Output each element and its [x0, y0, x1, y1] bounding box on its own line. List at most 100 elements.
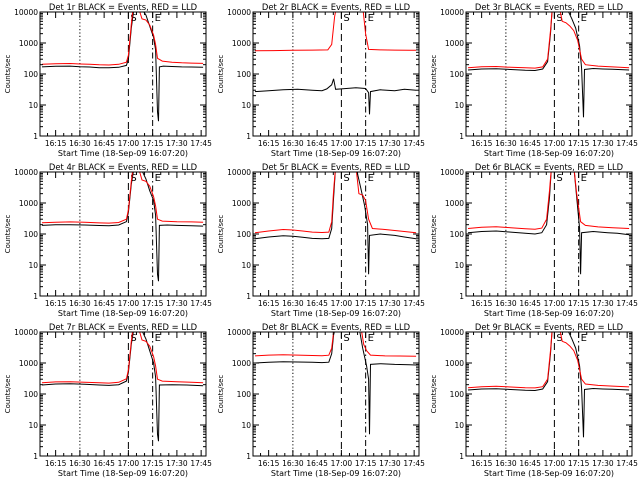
series-group	[254, 12, 417, 115]
x-axis-label: Start Time (18-Sep-09 16:07:20)	[271, 309, 401, 318]
x-tick-label: 17:30	[166, 459, 188, 468]
x-tick-label: 16:15	[471, 459, 493, 468]
x-axis-label: Start Time (18-Sep-09 16:07:20)	[271, 469, 401, 478]
series-line-events	[41, 12, 204, 122]
x-axis-label: Start Time (18-Sep-09 16:07:20)	[58, 469, 188, 478]
y-tick-label: 100	[450, 390, 465, 399]
plot-frame	[465, 171, 633, 297]
series-group	[41, 332, 204, 442]
series-group	[254, 332, 417, 435]
marker-label: S	[343, 173, 349, 184]
y-tick-label: 10000	[440, 328, 464, 337]
y-tick-label: 100	[24, 70, 39, 79]
x-tick-label: 17:30	[166, 299, 188, 308]
x-tick-label: 17:15	[355, 459, 377, 468]
marker-label: E	[368, 13, 374, 24]
x-tick-label: 17:00	[331, 459, 353, 468]
y-axis-label: Counts/sec	[430, 215, 438, 254]
y-tick-label: 10000	[14, 328, 38, 337]
x-tick-label: 17:30	[592, 299, 614, 308]
plot-frame	[39, 171, 207, 297]
x-tick-label: 17:15	[568, 299, 590, 308]
series-line-events	[467, 12, 630, 118]
y-tick-label: 10	[241, 101, 251, 110]
x-tick-label: 17:45	[616, 139, 638, 148]
x-axis-label: Start Time (18-Sep-09 16:07:20)	[484, 309, 614, 318]
y-tick-label: 100	[24, 390, 39, 399]
chart-title: Det 8r BLACK = Events, RED = LLD	[262, 322, 410, 332]
marker-label: E	[581, 333, 587, 344]
series-group	[41, 12, 204, 122]
y-axis-label: Counts/sec	[430, 55, 438, 94]
x-tick-label: 17:15	[142, 139, 164, 148]
marker-label: S	[130, 333, 136, 344]
y-tick-label: 10	[28, 101, 38, 110]
y-tick-label: 10	[28, 421, 38, 430]
series-line-lld	[467, 12, 630, 69]
series-line-events	[467, 172, 630, 275]
marker-label: S	[343, 13, 349, 24]
x-tick-label: 17:45	[190, 299, 212, 308]
y-axis-label: Counts/sec	[217, 375, 225, 414]
y-tick-label: 1	[246, 452, 251, 461]
marker-label: S	[130, 173, 136, 184]
marker-label: S	[130, 13, 136, 24]
x-tick-label: 17:15	[142, 299, 164, 308]
x-tick-label: 16:30	[69, 459, 91, 468]
marker-label: E	[368, 173, 374, 184]
marker-label: S	[556, 333, 562, 344]
marker-label: E	[368, 333, 374, 344]
series-line-lld	[41, 172, 204, 224]
plot-frame	[39, 11, 207, 137]
x-tick-label: 17:30	[166, 139, 188, 148]
x-tick-label: 17:15	[142, 459, 164, 468]
y-tick-label: 1	[246, 132, 251, 141]
y-tick-label: 1000	[19, 359, 38, 368]
plot-frame	[252, 331, 420, 457]
y-tick-label: 10000	[227, 168, 251, 177]
x-tick-label: 17:45	[403, 299, 425, 308]
x-tick-label: 16:30	[282, 459, 304, 468]
x-tick-label: 16:30	[69, 139, 91, 148]
plot-frame	[252, 171, 420, 297]
y-tick-label: 10000	[440, 168, 464, 177]
marker-label: E	[155, 333, 161, 344]
x-tick-label: 16:15	[45, 459, 67, 468]
x-tick-label: 17:45	[190, 139, 212, 148]
x-tick-label: 17:45	[616, 299, 638, 308]
x-tick-label: 17:15	[568, 139, 590, 148]
x-tick-label: 16:30	[495, 459, 517, 468]
series-group	[41, 172, 204, 282]
x-tick-label: 16:15	[471, 139, 493, 148]
x-tick-label: 16:45	[519, 459, 541, 468]
marker-label: S	[556, 13, 562, 24]
series-line-events	[41, 172, 204, 282]
x-tick-label: 17:15	[355, 299, 377, 308]
y-tick-label: 1	[459, 452, 464, 461]
x-tick-label: 16:30	[282, 299, 304, 308]
x-tick-label: 17:30	[379, 139, 401, 148]
x-tick-label: 16:45	[93, 139, 115, 148]
y-axis-label: Counts/sec	[4, 215, 12, 254]
y-tick-label: 1000	[232, 359, 251, 368]
series-line-events	[254, 78, 417, 115]
series-line-lld	[467, 172, 630, 230]
x-tick-label: 16:45	[93, 459, 115, 468]
x-axis-label: Start Time (18-Sep-09 16:07:20)	[58, 309, 188, 318]
y-tick-label: 10000	[14, 168, 38, 177]
x-tick-label: 16:30	[495, 139, 517, 148]
x-tick-label: 17:45	[190, 459, 212, 468]
plot-frame	[465, 11, 633, 137]
y-tick-label: 1000	[19, 39, 38, 48]
x-tick-label: 16:30	[69, 299, 91, 308]
x-tick-label: 17:15	[568, 459, 590, 468]
series-line-lld	[41, 12, 204, 66]
chart-title: Det 4r BLACK = Events, RED = LLD	[49, 162, 197, 172]
x-axis-label: Start Time (18-Sep-09 16:07:20)	[484, 469, 614, 478]
chart-title: Det 9r BLACK = Events, RED = LLD	[475, 322, 623, 332]
x-axis-label: Start Time (18-Sep-09 16:07:20)	[484, 149, 614, 158]
